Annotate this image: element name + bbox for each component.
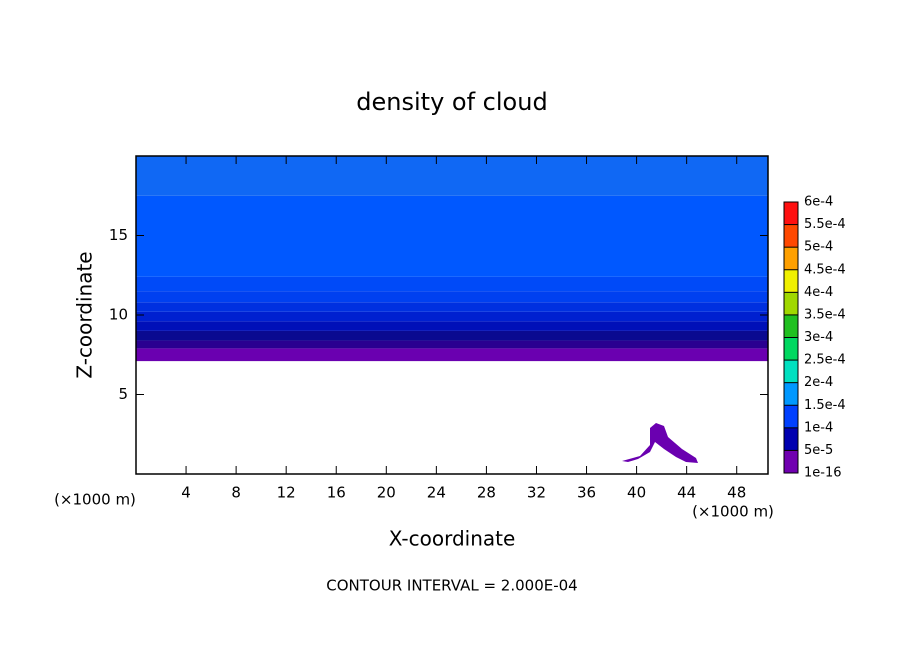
colorbar-label: 1e-4 <box>804 420 833 435</box>
x-tick-label: 28 <box>477 484 496 502</box>
colorbar-cell <box>784 247 798 270</box>
colorbar-label: 3e-4 <box>804 330 833 345</box>
contour-band <box>136 195 768 277</box>
x-tick-label: 32 <box>527 484 546 502</box>
contour-band <box>136 321 768 331</box>
colorbar-label: 4e-4 <box>804 285 833 300</box>
x-tick-label: 44 <box>677 484 696 502</box>
chart-title: density of cloud <box>356 88 547 116</box>
footnote: CONTOUR INTERVAL = 2.000E-04 <box>326 577 577 595</box>
field <box>136 156 768 362</box>
colorbar-cell <box>784 314 798 338</box>
colorbar-cell <box>784 427 798 451</box>
y-tick-label: 5 <box>118 385 128 403</box>
x-unit-right: (×1000 m) <box>692 503 774 521</box>
x-tick-label: 8 <box>231 484 241 502</box>
colorbar-cell <box>784 224 798 248</box>
contour-band <box>136 156 768 196</box>
contour-band <box>136 330 768 341</box>
colorbar-label: 2.5e-4 <box>804 353 846 368</box>
contour-band <box>136 291 768 303</box>
colorbar-cell <box>784 405 798 428</box>
x-tick-label: 20 <box>377 484 396 502</box>
x-axis-label: X-coordinate <box>389 527 516 551</box>
colorbar-label: 2e-4 <box>804 375 833 390</box>
colorbar-label: 1e-16 <box>804 466 842 481</box>
y-axis-label: Z-coordinate <box>73 251 97 378</box>
x-tick-label: 24 <box>427 484 446 502</box>
x-unit: (×1000 m) <box>54 491 136 509</box>
colorbar-cell <box>784 382 798 406</box>
colorbar-cell <box>784 360 798 383</box>
colorbar-label: 6e-4 <box>804 195 833 210</box>
contour-band <box>136 311 768 322</box>
colorbar-label: 5e-4 <box>804 240 833 255</box>
colorbar-cell <box>784 269 798 293</box>
x-tick-label: 40 <box>627 484 646 502</box>
x-tick-label: 12 <box>277 484 296 502</box>
colorbar-cell <box>784 292 798 315</box>
x-tick-label: 4 <box>181 484 191 502</box>
colorbar-cell <box>784 450 798 473</box>
colorbar-label: 1.5e-4 <box>804 398 846 413</box>
colorbar-label: 5.5e-4 <box>804 217 846 232</box>
colorbar-label: 3.5e-4 <box>804 307 846 322</box>
colorbar: 1e-16 5e-5 1e-4 1.5e-4 2e-4 2.5e-4 3e-4 3.5e-4 4… <box>783 195 846 481</box>
colorbar-cell <box>784 337 798 361</box>
y-tick-label: 10 <box>109 306 128 324</box>
y-tick-label: 15 <box>109 226 128 244</box>
colorbar-label: 5e-5 <box>804 443 833 458</box>
x-tick-label: 36 <box>577 484 596 502</box>
contour-band <box>136 340 768 349</box>
contour-band <box>136 276 768 292</box>
colorbar-label: 4.5e-4 <box>804 262 846 277</box>
x-tick-label: 48 <box>727 484 746 502</box>
cloud-patch <box>622 423 698 463</box>
contour-band <box>136 348 768 362</box>
x-tick-label: 16 <box>327 484 346 502</box>
contour-band <box>136 302 768 312</box>
colorbar-cell <box>784 202 798 225</box>
